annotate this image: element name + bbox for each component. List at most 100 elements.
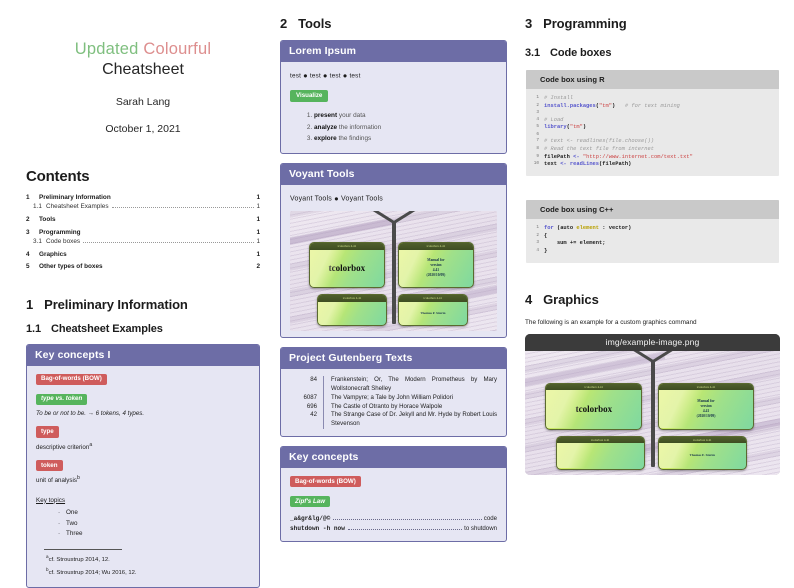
toc-label: Other types of boxes [39, 263, 103, 271]
cover-box-manual: tcolorbox 4.41 Manual for version 4.41 (… [397, 242, 475, 288]
toc-number: 2 [26, 215, 30, 223]
cover-box-header: tcolorbox 4.41 [658, 437, 746, 444]
title-word-green: Updated [74, 40, 139, 58]
toc-entry[interactable]: 2 Tools 1 [26, 216, 260, 223]
section-title: Tools [298, 16, 332, 31]
toc-number: 4 [26, 250, 30, 258]
bullet-text: test [329, 72, 341, 80]
code-line-number: 4 [536, 116, 539, 122]
code-line-number: 4 [536, 247, 539, 253]
manual-line: version [430, 263, 442, 268]
cover-box-author: tcolorbox 4.41 Thomas F. Sturm [397, 293, 468, 327]
table-cell-id: 84 [310, 376, 317, 384]
manual-line: 4.41 [702, 408, 710, 413]
cover-box-main: tcolorbox 4.41 tcolorbox [308, 242, 386, 288]
toc-entry[interactable]: 1.1 Cheatsheet Examples 1 [26, 203, 260, 210]
code-box-body[interactable]: 1 for (auto element : vector) 2{3 sum += e… [526, 219, 779, 263]
code-line: 4 # Load [532, 117, 773, 125]
manual-line: Manual for [697, 398, 715, 403]
lorem-ipsum-box: Lorem Ipsum test ● test ● test ● test Vi… [280, 40, 507, 155]
step-keyword: explore [314, 134, 337, 142]
table-cell-id: 42 [310, 411, 317, 419]
steps-list: present your data analyze the informatio… [290, 110, 497, 144]
table-cell-title: Frankenstein; Or, The Modern Prometheus … [331, 376, 497, 392]
code-token: ) [582, 124, 587, 131]
code-line-number: 1 [536, 224, 539, 230]
code-token: # for text mining [624, 102, 680, 109]
cover-box-body [317, 301, 387, 326]
code-line: 3 sum += element; [532, 240, 773, 248]
code-line: 4} [532, 248, 773, 256]
cover-box-body: Manual for version 4.41 (2020/10/09) [398, 250, 474, 287]
table-cell-id: 6087 [303, 393, 317, 401]
table-cell-title: The Castle of Otranto by Horace Walpole [331, 402, 443, 410]
toc-page: 1 [256, 228, 260, 236]
author-name: Sarah Lang [115, 96, 171, 109]
toc-entry[interactable]: 4 Graphics 1 [26, 251, 260, 258]
key-concepts-2-box: Key concepts Bag-of-words (BOW) Zipf's L… [280, 446, 507, 542]
definition-token: unit of analysisb [36, 475, 250, 485]
image-canvas: tcolorbox 4.41 tcolorbox tcolorbox 4.41 … [525, 350, 780, 475]
section-number: 3 [525, 16, 533, 31]
code-line-content: # text <- readlines(file.choose()) [544, 138, 654, 146]
code-token: install.packages [544, 102, 596, 109]
graphics-caption: The following is an example for a custom… [525, 318, 697, 326]
code-line-content: { [544, 233, 547, 241]
manual-line: Manual for [427, 258, 445, 263]
code-token: # text <- readlines(file.choose()) [544, 138, 654, 145]
box-body: test ● test ● test ● test Visualize pres… [281, 62, 506, 153]
cover-box-body: Thomas F. Sturm [658, 443, 746, 469]
toc-page: 1 [256, 237, 260, 245]
table-cell-title: The Strange Case of Dr. Jekyll and Mr. H… [331, 411, 497, 428]
toc-entry[interactable]: 5 Other types of boxes 2 [26, 263, 260, 270]
toc-number: 3 [26, 228, 30, 236]
section-number: 1 [26, 296, 34, 312]
toc-entry[interactable]: 1 Preliminary Information 1 [26, 194, 260, 201]
code-line: 3 [532, 110, 773, 116]
tag-type-vs-token: type vs. token [36, 393, 88, 406]
leader-left: shutdown -h now [290, 524, 345, 532]
code-token: (auto [556, 224, 577, 231]
code-line-content: # Install [544, 95, 573, 103]
toc-label: Graphics [39, 250, 67, 258]
step-keyword: analyze [314, 123, 338, 131]
code-token: ) [611, 102, 625, 109]
code-line: 8 # Read the text file from internet [532, 146, 773, 154]
toc-page: 1 [256, 215, 260, 223]
cover-box-main: tcolorbox 4.41 tcolorbox [545, 382, 643, 430]
code-box-body[interactable]: 1 # Install 2 install.packages("tm") # for … [526, 89, 779, 176]
key-topics-list: One Two Three [36, 508, 250, 540]
tag-row: Bag-of-words (BOW) [290, 476, 497, 488]
section-heading-4: 4 Graphics [525, 292, 780, 307]
leader-row: shutdown -h now to shutdown [290, 524, 497, 533]
definition-text: unit of analysis [36, 477, 77, 485]
bullet-line: Voyant Tools ● Voyant Tools [290, 193, 497, 205]
bullet-text: Voyant Tools [341, 195, 383, 203]
code-token: } [544, 247, 548, 254]
code-token: # Install [544, 95, 574, 101]
binder-spine [650, 360, 655, 468]
toc-leader [84, 233, 255, 234]
code-box-title: Code box using R [526, 70, 779, 89]
footnote-mark: a [46, 554, 49, 560]
toc-entry[interactable]: 3.1 Code boxes 1 [26, 238, 260, 245]
box-body: Bag-of-words (BOW) Zipf's Law _a&gr&lg/@… [281, 468, 506, 541]
code-box-cpp: Code box using C++ 1 for (auto element : … [525, 198, 780, 264]
visualize-button[interactable]: Visualize [290, 90, 329, 103]
code-token: text [544, 161, 561, 168]
list-item: explore the findings [314, 133, 497, 144]
tag-bag-of-words: Bag-of-words (BOW) [36, 373, 107, 385]
code-line-number: 3 [536, 240, 539, 246]
section-title: Graphics [543, 291, 599, 307]
code-token: filePath [544, 153, 574, 160]
definition-type: descriptive criteriona [36, 442, 250, 452]
page-title: Updated Colourful [26, 38, 260, 60]
code-line-number: 2 [536, 232, 539, 238]
footnote-rule [44, 549, 122, 551]
tcolorbox-cover-art: tcolorbox 4.41 tcolorbox tcolorbox 4.41 … [525, 350, 780, 475]
section-number: 2 [280, 16, 288, 31]
gutenberg-id-column: 84 6087 696 42 [290, 376, 324, 430]
leader-row: _a&gr&lg/@© code [290, 514, 497, 523]
toc-entry[interactable]: 3 Programming 1 [26, 229, 260, 236]
code-line-content: text <- readLines(filePath) [544, 161, 631, 169]
